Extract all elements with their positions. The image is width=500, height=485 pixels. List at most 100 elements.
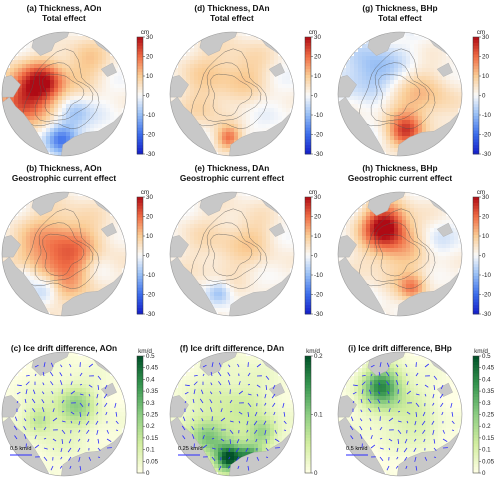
field-cell [198, 116, 203, 121]
field-cell [218, 260, 223, 265]
field-cell [86, 108, 91, 113]
field-cell [198, 48, 203, 53]
field-cell [226, 216, 231, 221]
field-cell [430, 256, 435, 261]
colorbar-swatch [305, 69, 311, 73]
field-cell [74, 360, 79, 365]
field-cell [18, 68, 23, 73]
field-cell [46, 296, 51, 301]
field-cell [90, 96, 95, 101]
field-cell [54, 100, 59, 105]
field-cell [346, 72, 351, 77]
field-cell [86, 200, 91, 205]
field-cell [82, 356, 87, 361]
field-cell [234, 260, 239, 265]
field-cell [430, 220, 435, 225]
field-cell [34, 96, 39, 101]
field-cell [226, 296, 231, 301]
field-cell [78, 88, 83, 93]
field-cell [190, 100, 195, 105]
field-cell [46, 56, 51, 61]
panel-a-title: (a) Thickness, AOn [27, 3, 102, 13]
field-cell [90, 124, 95, 129]
field-cell [274, 120, 279, 125]
field-cell [42, 276, 47, 281]
field-cell [194, 240, 199, 245]
field-cell [54, 248, 59, 253]
field-cell [222, 276, 227, 281]
field-cell [242, 200, 247, 205]
colorbar-swatch [305, 264, 311, 268]
field-cell [54, 112, 59, 117]
field-cell [10, 224, 15, 229]
field-cell [106, 60, 111, 65]
field-cell [202, 236, 207, 241]
field-cell [434, 84, 439, 89]
field-cell [94, 272, 99, 277]
field-cell [410, 252, 415, 257]
field-cell [250, 60, 255, 65]
field-cell [202, 252, 207, 257]
field-cell [454, 248, 459, 253]
field-cell [66, 100, 71, 105]
colorbar-swatch [137, 217, 143, 221]
field-cell [30, 104, 35, 109]
field-cell [406, 200, 411, 205]
field-cell [114, 236, 119, 241]
field-cell [66, 48, 71, 53]
field-cell [442, 116, 447, 121]
field-cell [58, 40, 63, 45]
field-cell [450, 240, 455, 245]
field-cell [90, 244, 95, 249]
field-cell [186, 260, 191, 265]
field-cell [422, 200, 427, 205]
field-cell [38, 64, 43, 69]
field-cell [58, 136, 63, 141]
field-cell [54, 204, 59, 209]
colorbar-swatch [305, 151, 311, 155]
field-cell [394, 252, 399, 257]
colorbar-swatch [137, 42, 143, 47]
field-cell [382, 72, 387, 77]
field-cell [442, 92, 447, 97]
field-cell [38, 128, 43, 133]
field-cell [238, 196, 243, 201]
field-cell [366, 208, 371, 213]
field-cell [50, 132, 55, 137]
colorbar-swatch [137, 252, 143, 256]
colorbar-swatch [305, 217, 311, 221]
field-cell [98, 96, 103, 101]
field-cell [410, 196, 415, 201]
field-cell [86, 64, 91, 69]
field-cell [282, 108, 287, 113]
field-cell [186, 68, 191, 73]
field-cell [382, 52, 387, 57]
field-cell [390, 248, 395, 253]
field-cell [58, 240, 63, 245]
field-cell [78, 120, 83, 125]
field-cell [370, 288, 375, 293]
field-cell [262, 108, 267, 113]
field-cell [234, 292, 239, 297]
field-cell [450, 256, 455, 261]
field-cell [230, 236, 235, 241]
field-cell [378, 248, 383, 253]
field-cell [46, 100, 51, 105]
colorbar-swatch [137, 305, 143, 309]
field-cell [274, 96, 279, 101]
field-cell [350, 256, 355, 261]
field-cell [42, 80, 47, 85]
field-cell [378, 272, 383, 277]
colorbar-swatch [473, 60, 479, 64]
field-cell [362, 212, 367, 217]
field-cell [358, 100, 363, 105]
field-cell [70, 92, 75, 97]
field-cell [374, 284, 379, 289]
field-cell [26, 68, 31, 73]
field-cell [86, 76, 91, 81]
field-cell [278, 272, 283, 277]
field-cell [62, 224, 67, 229]
field-cell [198, 200, 203, 205]
field-cell [270, 80, 275, 85]
field-cell [394, 132, 399, 137]
